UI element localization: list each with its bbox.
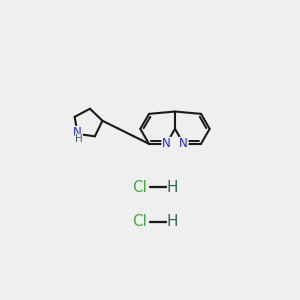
Text: Cl: Cl — [133, 180, 147, 195]
Text: Cl: Cl — [133, 214, 147, 230]
Text: N: N — [162, 137, 171, 150]
Text: N: N — [73, 126, 82, 139]
Text: H: H — [167, 214, 178, 230]
Text: H: H — [75, 134, 83, 144]
Text: N: N — [179, 137, 188, 150]
Text: H: H — [167, 180, 178, 195]
